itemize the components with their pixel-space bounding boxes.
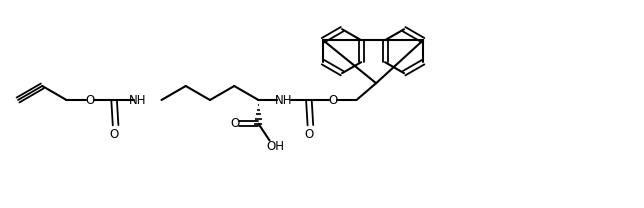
Text: O: O xyxy=(328,94,337,106)
Text: NH: NH xyxy=(129,94,147,106)
Text: NH: NH xyxy=(274,94,292,106)
Text: O: O xyxy=(86,94,95,106)
Text: O: O xyxy=(109,128,118,141)
Text: O: O xyxy=(304,128,314,141)
Text: OH: OH xyxy=(267,140,285,153)
Text: O: O xyxy=(230,117,240,130)
